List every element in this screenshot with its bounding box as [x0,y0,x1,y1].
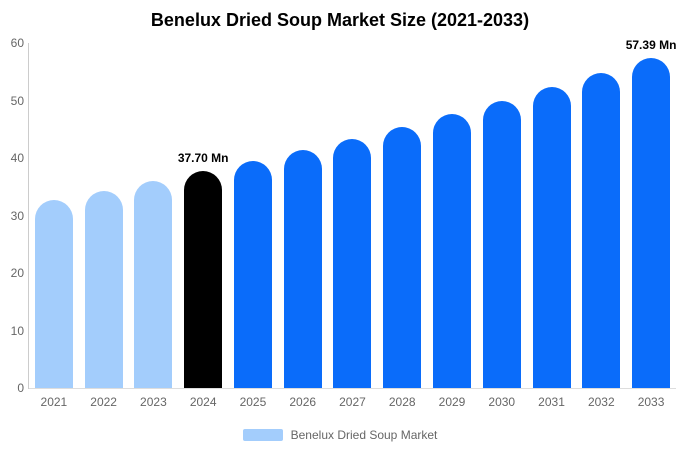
bar-slot-2032: 2032 [576,43,626,409]
y-axis-tick-label: 20 [10,266,24,280]
bar-2030[interactable] [482,101,521,388]
legend-swatch [242,429,283,441]
legend[interactable]: Benelux Dried Soup Market [0,428,680,442]
y-axis-line [28,43,29,389]
x-axis-tick-label-2026: 2026 [289,395,317,409]
x-axis-tick-label-2028: 2028 [388,395,416,409]
bar-value-label-2033: 57.39 Mn [625,38,677,53]
bar-2029[interactable] [433,114,471,388]
chart-title: Benelux Dried Soup Market Size (2021-203… [150,10,530,30]
bar-2021[interactable] [34,199,73,388]
x-axis-tick-label-2023: 2023 [140,395,167,409]
bar-slot-2025: 2025 [228,43,278,409]
bar-2023[interactable] [134,181,173,388]
bar-slot-2028: 2028 [377,43,427,409]
bar-2033[interactable] [632,58,671,388]
bar-2025[interactable] [233,160,272,388]
bar-2022[interactable] [84,190,123,388]
x-axis-tick-label-2025: 2025 [239,395,267,409]
bar-slot-2033: 57.39 Mn 2033 [626,38,677,409]
y-axis-tick-label: 0 [17,381,24,395]
bar-slot-2023: 2023 [129,43,179,409]
bar-slot-2024: 37.70 Mn 2024 [177,43,229,409]
y-axis-tick-label: 60 [10,36,24,50]
bar-2031[interactable] [532,87,571,388]
bar-slot-2021: 2021 [29,43,79,409]
bar-slot-2030: 2030 [477,43,527,409]
bar-2026[interactable] [283,150,322,388]
x-axis-tick-label-2030: 2030 [488,395,516,409]
bar-slot-2026: 2026 [278,43,328,409]
x-axis-tick-label-2033: 2033 [637,395,665,409]
x-axis-tick-label-2024: 2024 [189,395,217,409]
bar-2032[interactable] [582,73,621,388]
y-axis: 0 10 20 30 40 50 60 [0,36,24,395]
bar-slot-2029: 2029 [427,43,477,409]
bar-slot-2022: 2022 [79,43,129,409]
bar-slot-2027: 2027 [328,43,378,409]
y-axis-tick-label: 10 [10,323,24,338]
legend-label: Benelux Dried Soup Market [290,428,438,442]
bar-value-label-2024: 37.70 Mn [177,151,229,166]
y-axis-tick-label: 50 [10,93,24,108]
bar-2028[interactable] [383,126,422,388]
x-axis-tick-label-2021: 2021 [40,395,68,409]
bar-slot-2031: 2031 [527,43,577,409]
x-axis-tick-label-2031: 2031 [538,395,565,409]
x-axis-tick-label-2027: 2027 [339,395,366,409]
bar-2024[interactable] [184,171,223,388]
y-axis-tick-label: 30 [10,208,24,223]
bar-2027[interactable] [333,138,372,388]
x-axis-tick-label-2032: 2032 [587,395,615,409]
plot-area: 2021 2022 2023 37.70 Mn 2024 2025 2026 2027 2028… [29,38,677,409]
x-axis-tick-label-2029: 2029 [438,395,466,409]
y-axis-tick-label: 40 [10,151,24,165]
x-axis-tick-label-2022: 2022 [90,395,117,409]
